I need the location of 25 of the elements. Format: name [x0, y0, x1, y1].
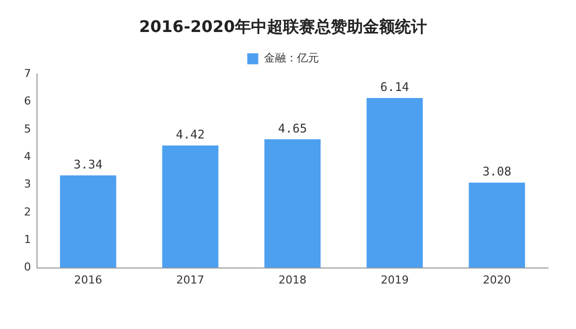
data-label: 3.08: [482, 164, 512, 179]
y-tick-label: 2: [24, 205, 31, 218]
bar: [366, 98, 423, 268]
x-tick-label: 2020: [482, 273, 511, 286]
bar: [162, 146, 218, 268]
data-label: 4.42: [176, 128, 205, 142]
legend-label: 金融：亿元: [264, 52, 319, 65]
y-tick-label: 6: [24, 94, 31, 108]
bar: [60, 175, 116, 268]
x-tick-label: 2018: [278, 273, 306, 286]
bar: [264, 139, 321, 268]
y-tick-label: 3: [24, 178, 31, 191]
x-tick-label: 2017: [176, 273, 204, 286]
y-tick-label: 1: [24, 233, 31, 246]
data-label: 3.34: [74, 158, 103, 172]
y-tick-label: 5: [24, 122, 31, 136]
y-tick-label: 4: [24, 150, 31, 164]
chart-title: 2016-2020年中超联赛总赞助金额统计: [139, 16, 427, 36]
data-label: 4.65: [278, 121, 307, 136]
bar: [468, 182, 526, 268]
x-tick-label: 2019: [380, 273, 409, 286]
data-label: 6.14: [380, 80, 410, 94]
y-tick-label: 0: [24, 260, 31, 274]
y-tick-label: 7: [24, 67, 31, 80]
x-tick-label: 2016: [74, 273, 102, 286]
